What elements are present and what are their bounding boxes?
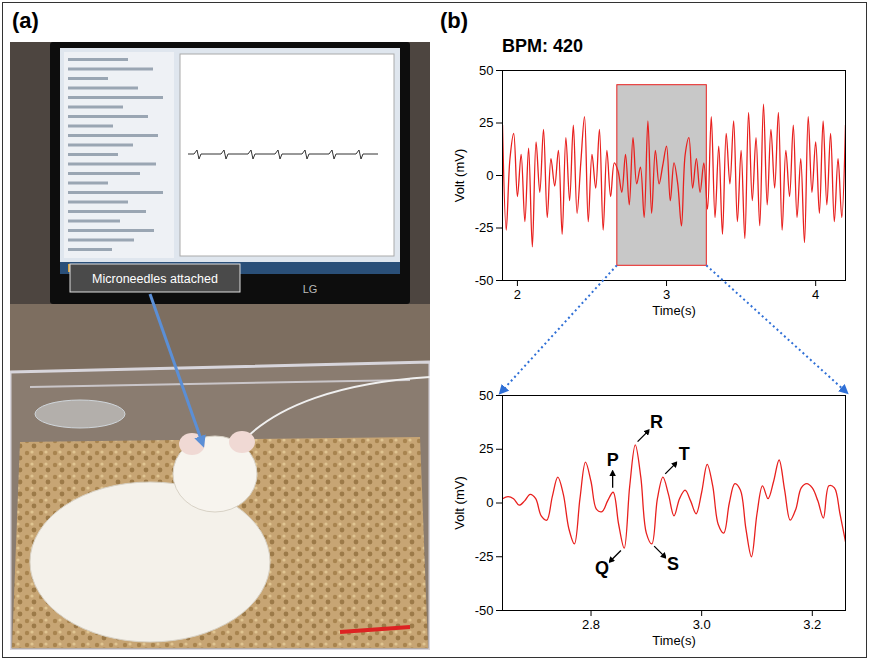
svg-text:25: 25 xyxy=(479,115,493,130)
svg-text:-50: -50 xyxy=(475,273,494,288)
svg-text:T: T xyxy=(679,444,690,464)
svg-text:LG: LG xyxy=(303,283,318,295)
svg-text:Time(s): Time(s) xyxy=(652,633,696,648)
svg-text:R: R xyxy=(650,412,663,432)
svg-text:0: 0 xyxy=(486,168,493,183)
svg-text:0: 0 xyxy=(486,495,493,510)
svg-text:Time(s): Time(s) xyxy=(652,303,696,318)
svg-text:2.8: 2.8 xyxy=(582,617,600,632)
svg-text:3.0: 3.0 xyxy=(693,617,711,632)
html-text:(b): (b) xyxy=(440,8,469,33)
svg-text:-25: -25 xyxy=(475,220,494,235)
html-text:BPM: 420: BPM: 420 xyxy=(502,36,583,56)
svg-text:2: 2 xyxy=(514,287,521,302)
svg-text:Microneedles attached: Microneedles attached xyxy=(92,272,218,286)
svg-text:Volt (mV): Volt (mV) xyxy=(452,476,467,529)
svg-text:25: 25 xyxy=(479,441,493,456)
svg-text:-50: -50 xyxy=(475,603,494,618)
svg-text:3: 3 xyxy=(663,287,670,302)
html-text:(a): (a) xyxy=(12,8,39,33)
svg-text:50: 50 xyxy=(479,63,493,78)
svg-text:Volt (mV): Volt (mV) xyxy=(452,149,467,202)
svg-text:-25: -25 xyxy=(475,549,494,564)
svg-text:3.2: 3.2 xyxy=(803,617,821,632)
svg-text:4: 4 xyxy=(812,287,819,302)
svg-text:P: P xyxy=(607,450,619,470)
svg-text:Q: Q xyxy=(595,558,609,578)
svg-text:50: 50 xyxy=(479,388,493,403)
svg-text:S: S xyxy=(667,554,679,574)
